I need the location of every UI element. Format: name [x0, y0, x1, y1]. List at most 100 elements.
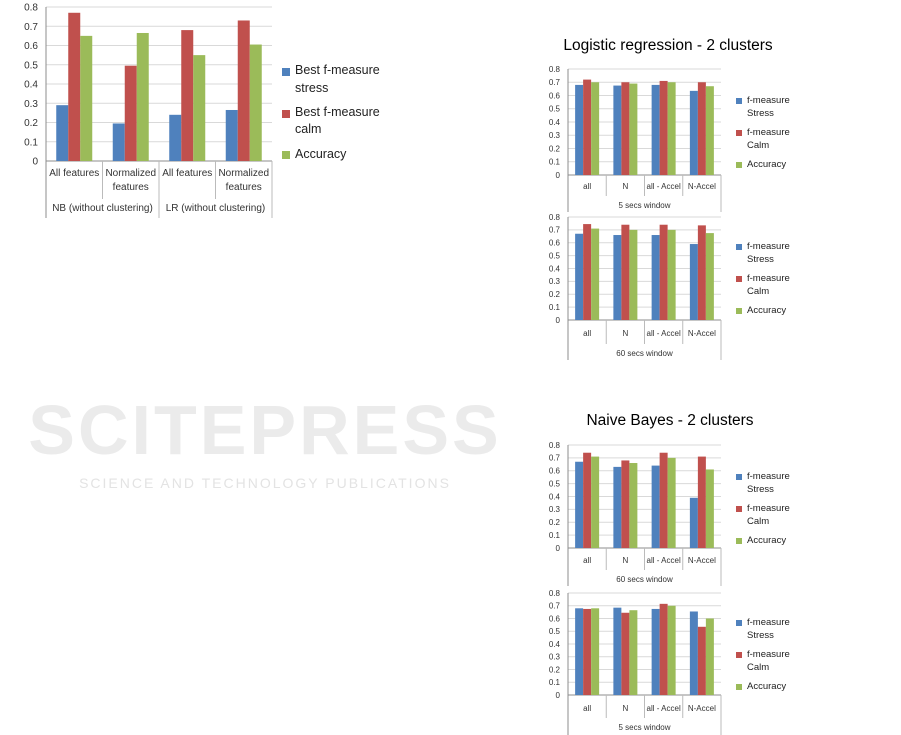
bar-calm [583, 608, 592, 695]
y-tick-label: 0.2 [549, 665, 561, 674]
bar-stress [689, 90, 698, 175]
legend-label: Accuracy [747, 680, 787, 692]
category-label: N [622, 556, 628, 565]
y-tick-label: 0.5 [549, 105, 561, 114]
y-tick-label: 0.2 [24, 118, 38, 129]
category-label: all - Accel [647, 329, 681, 338]
y-tick-label: 0 [556, 316, 561, 325]
bar-calm [621, 224, 630, 320]
bar-calm [583, 224, 592, 320]
bar-stress [651, 84, 660, 175]
legend-item: f-measure Calm [736, 502, 807, 529]
bar-stress [689, 497, 698, 548]
legend-label: f-measure Stress [747, 471, 790, 496]
legend-label: f-measure Calm [747, 502, 790, 528]
category-label: all - Accel [647, 704, 681, 713]
group-label: 60 secs window [616, 349, 673, 358]
legend-item: f-measure Calm [736, 648, 807, 675]
y-tick-label: 0.6 [24, 41, 38, 52]
y-tick-label: 0.3 [549, 505, 561, 514]
legend-label: Best f-measure stress [295, 63, 380, 95]
category-label: all [583, 556, 591, 565]
y-tick-label: 0.2 [549, 518, 561, 527]
legend-item: Accuracy [736, 534, 807, 547]
y-tick-label: 0.3 [549, 653, 561, 662]
legend-swatch [736, 474, 742, 481]
bar-accuracy [705, 469, 714, 548]
bar-calm [697, 626, 706, 695]
bar-accuracy [667, 605, 676, 695]
bar-calm [659, 224, 668, 320]
legend-label: f-measure Calm [747, 648, 790, 674]
category-label: all [583, 704, 591, 713]
category-label: All features [49, 168, 99, 179]
bar-accuracy [667, 229, 676, 320]
legend-swatch [282, 67, 290, 76]
bar-accuracy [136, 32, 149, 161]
legend-label: f-measure Calm [747, 126, 790, 152]
y-tick-label: 0.7 [24, 22, 38, 33]
legend-item: Accuracy [736, 158, 807, 171]
bar-accuracy [667, 82, 676, 175]
legend-swatch [736, 276, 742, 283]
y-tick-label: 0.7 [549, 454, 561, 463]
y-tick-label: 0 [32, 157, 38, 168]
bar-accuracy [591, 456, 600, 548]
y-tick-label: 0.6 [549, 614, 561, 623]
y-tick-label: 0.3 [549, 131, 561, 140]
legend-item: Accuracy [736, 304, 807, 317]
chart-legend: f-measure Stress f-measure Calm Accuracy [736, 240, 807, 322]
bar-calm [181, 30, 194, 161]
category-label: N-Accel [688, 556, 716, 565]
y-tick-label: 0.5 [549, 627, 561, 636]
legend-item: f-measure Stress [736, 240, 807, 267]
bar-calm [621, 82, 630, 175]
category-label: N [622, 182, 628, 191]
y-tick-label: 0.5 [549, 251, 561, 260]
y-tick-label: 0.4 [549, 492, 561, 501]
bar-calm [583, 452, 592, 548]
bar-stress [613, 235, 622, 320]
bar-accuracy [629, 610, 638, 695]
y-tick-label: 0.4 [549, 640, 561, 649]
y-tick-label: 0.3 [549, 277, 561, 286]
category-label: Normalized features [218, 168, 269, 193]
category-label: all - Accel [647, 556, 681, 565]
bar-calm [697, 225, 706, 320]
category-label: N [622, 329, 628, 338]
bar-calm [659, 452, 668, 548]
bar-stress [169, 114, 182, 161]
y-tick-label: 0.2 [549, 290, 561, 299]
bar-stress [575, 233, 584, 320]
bar-accuracy [591, 228, 600, 320]
bar-accuracy [629, 83, 638, 175]
y-tick-label: 0.3 [24, 99, 38, 110]
bar-accuracy [591, 82, 600, 175]
y-tick-label: 0.1 [549, 303, 561, 312]
y-tick-label: 0.7 [549, 78, 561, 87]
legend-label: f-measure Stress [747, 617, 790, 642]
legend-label: Accuracy [747, 158, 787, 170]
legend-swatch [736, 683, 742, 690]
category-label: N-Accel [688, 329, 716, 338]
bar-accuracy [249, 44, 262, 161]
bar-stress [56, 105, 69, 161]
bar-calm [621, 460, 630, 548]
bar-calm [68, 12, 81, 162]
legend-swatch [736, 161, 742, 168]
legend-swatch [736, 652, 742, 659]
y-tick-label: 0.8 [549, 65, 561, 74]
legend-swatch [736, 130, 742, 137]
legend-item: Accuracy [282, 146, 390, 164]
bar-stress [112, 123, 125, 161]
bar-calm [697, 456, 706, 548]
legend-swatch [282, 109, 290, 118]
y-tick-label: 0.1 [24, 137, 38, 148]
legend-label: Accuracy [747, 304, 787, 316]
bar-calm [237, 20, 250, 161]
category-label: all - Accel [647, 182, 681, 191]
legend-swatch [736, 307, 742, 314]
legend-swatch [736, 506, 742, 513]
y-tick-label: 0.8 [24, 3, 38, 14]
category-label: N-Accel [688, 182, 716, 191]
